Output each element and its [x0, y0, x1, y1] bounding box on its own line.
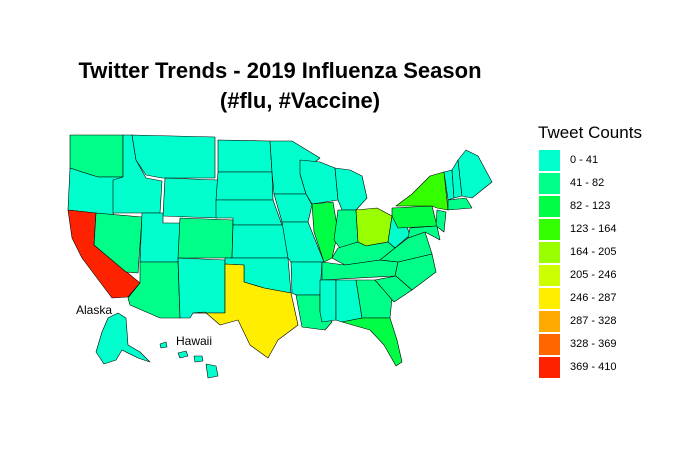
legend-label: 287 - 328 [570, 315, 617, 327]
label-alaska: Alaska [76, 303, 113, 317]
state-new-york [395, 171, 449, 211]
legend-label: 328 - 369 [570, 338, 617, 350]
legend-swatch [539, 242, 560, 263]
state-texas [192, 263, 299, 359]
legend-swatch [539, 265, 560, 286]
legend-label: 205 - 246 [570, 269, 617, 281]
legend-swatch [539, 311, 560, 332]
legend-label: 123 - 164 [570, 223, 617, 235]
state-hawaii-1 [159, 341, 168, 349]
state-florida [341, 317, 403, 367]
legend-swatch [539, 196, 560, 217]
legend-swatch [539, 173, 560, 194]
legend-label: 369 - 410 [570, 361, 617, 373]
label-hawaii: Hawaii [176, 334, 213, 348]
legend-swatch [539, 219, 560, 240]
legend-label: 82 - 123 [570, 200, 611, 212]
state-maryland [407, 225, 441, 241]
legend-label: 41 - 82 [570, 177, 605, 189]
map-title: Twitter Trends - 2019 Influenza Season [78, 58, 482, 83]
state-indiana [333, 209, 359, 249]
legend-swatch [539, 288, 560, 309]
legend-swatch [539, 150, 560, 171]
state-wyoming [162, 177, 219, 219]
state-hawaii-3 [193, 355, 204, 363]
legend-swatch [539, 334, 560, 355]
legend-label: 246 - 287 [570, 292, 617, 304]
state-hawaii-2 [177, 350, 189, 359]
state-mississippi [319, 279, 337, 323]
state-new-mexico [177, 257, 226, 319]
state-montana [131, 134, 216, 179]
state-utah [139, 212, 181, 263]
state-kansas [231, 224, 289, 259]
legend-label: 0 - 41 [570, 154, 599, 166]
state-michigan [334, 167, 368, 211]
state-ohio [355, 207, 393, 247]
state-alaska [95, 312, 151, 365]
legend-title: Tweet Counts [538, 123, 642, 142]
legend-swatch [539, 357, 560, 378]
state-tennessee [321, 259, 399, 281]
legend-label: 164 - 205 [570, 246, 617, 258]
state-hawaii-4 [205, 363, 219, 379]
state-new-jersey [435, 209, 447, 233]
state-iowa [273, 193, 313, 223]
state-maine [457, 149, 493, 199]
map-subtitle: (#flu, #Vaccine) [219, 88, 381, 113]
state-colorado [177, 217, 234, 259]
state-arkansas [290, 261, 323, 296]
state-wisconsin [299, 159, 339, 205]
state-massachusetts [447, 197, 473, 211]
state-north-dakota [217, 139, 273, 173]
state-pennsylvania [391, 205, 438, 229]
state-nevada [93, 212, 143, 274]
state-south-dakota [215, 171, 274, 201]
